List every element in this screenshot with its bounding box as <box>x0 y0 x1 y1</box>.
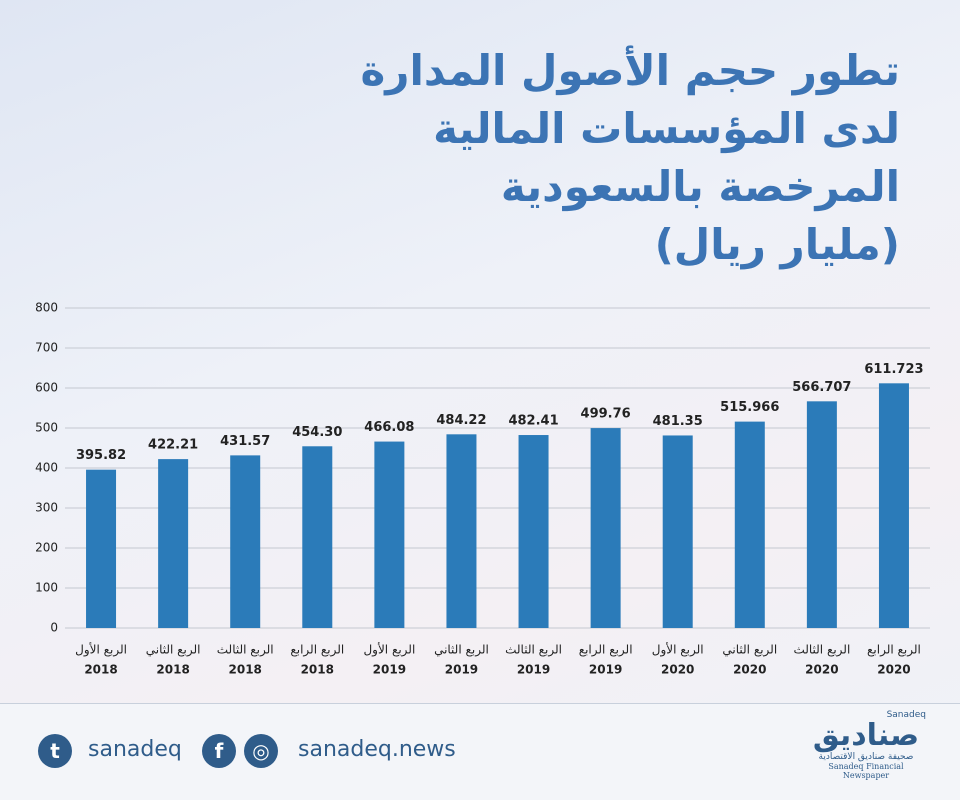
bar <box>662 435 693 628</box>
title-line: لدى المؤسسات المالية <box>433 104 900 153</box>
bar <box>518 435 549 628</box>
twitter-handle[interactable]: sanadeq <box>88 737 182 762</box>
x-tick-label: الربع الثالث <box>793 643 850 658</box>
y-tick-label: 400 <box>35 461 58 475</box>
website[interactable]: sanadeq.news <box>298 737 456 762</box>
x-tick-year: 2018 <box>229 663 262 677</box>
title: تطور حجم الأصول المدارة لدى المؤسسات الم… <box>360 42 900 274</box>
logo: Sanadeq صناديق صحيفة صناديق الاقتصادية S… <box>806 710 926 780</box>
x-tick-year: 2019 <box>589 663 622 677</box>
y-tick-label: 100 <box>35 581 58 595</box>
y-tick-label: 600 <box>35 381 58 395</box>
logo-text: صناديق <box>812 718 920 753</box>
y-tick-label: 200 <box>35 541 58 555</box>
title-line: المرخصة بالسعودية <box>500 162 900 211</box>
value-label: 481.35 <box>653 414 703 429</box>
value-label: 395.82 <box>76 448 126 463</box>
y-tick-label: 700 <box>35 341 58 355</box>
tagline-latin: Sanadeq Financial Newspaper <box>828 762 904 780</box>
tagline: صحيفة صناديق الاقتصادية <box>818 752 914 762</box>
x-tick-label: الربع الرابع <box>290 643 344 658</box>
x-tick-year: 2019 <box>445 663 478 677</box>
twitter-icon[interactable]: t <box>38 734 72 768</box>
bar <box>446 434 477 628</box>
x-tick-label: الربع الثاني <box>434 643 489 658</box>
value-label: 484.22 <box>436 413 486 428</box>
y-tick-label: 0 <box>50 621 58 635</box>
value-label: 454.30 <box>292 425 342 440</box>
title-line: (مليار ريال) <box>654 220 900 269</box>
bar <box>374 441 405 628</box>
x-tick-year: 2020 <box>805 663 838 677</box>
instagram-icon[interactable]: ◎ <box>244 734 278 768</box>
x-tick-label: الربع الأول <box>363 642 415 658</box>
x-tick-label: الربع الثالث <box>217 643 274 658</box>
value-label: 466.08 <box>364 420 414 435</box>
y-tick-label: 500 <box>35 421 58 435</box>
y-tick-label: 800 <box>35 301 58 315</box>
value-label: 482.41 <box>508 414 558 429</box>
x-tick-label: الربع الأول <box>75 642 127 658</box>
bar <box>230 455 261 628</box>
x-tick-label: الربع الثاني <box>146 643 201 658</box>
x-tick-year: 2020 <box>661 663 694 677</box>
value-label: 611.723 <box>864 362 923 377</box>
value-label: 499.76 <box>581 407 631 422</box>
x-tick-label: الربع الثاني <box>722 643 777 658</box>
x-tick-label: الربع الرابع <box>579 643 633 658</box>
facebook-icon[interactable]: f <box>202 734 236 768</box>
x-tick-year: 2020 <box>877 663 910 677</box>
bar <box>806 401 837 628</box>
bar <box>590 428 621 628</box>
x-tick-year: 2018 <box>84 663 117 677</box>
bar <box>86 469 117 628</box>
chart: 0 100 200 300 400 500 600 700 800 395.82 الربع الأ… <box>35 301 930 677</box>
x-tick-year: 2018 <box>301 663 334 677</box>
x-tick-label: الربع الأول <box>652 642 704 658</box>
value-label: 431.57 <box>220 434 270 449</box>
x-tick-year: 2018 <box>156 663 189 677</box>
bar <box>158 459 189 628</box>
x-tick-year: 2020 <box>733 663 766 677</box>
bar <box>302 446 333 628</box>
value-label: 566.707 <box>792 380 851 395</box>
footer: t sanadeq f ◎ sanadeq.news Sanadeq صنادي… <box>0 703 960 800</box>
title-line: تطور حجم الأصول المدارة <box>360 46 900 95</box>
value-label: 422.21 <box>148 438 198 453</box>
logo-latin: Sanadeq <box>886 710 926 720</box>
x-tick-year: 2019 <box>373 663 406 677</box>
x-tick-year: 2019 <box>517 663 550 677</box>
bar <box>734 421 765 628</box>
bar <box>878 383 909 628</box>
x-tick-label: الربع الرابع <box>867 643 921 658</box>
value-label: 515.966 <box>720 400 779 415</box>
y-tick-label: 300 <box>35 501 58 515</box>
x-tick-label: الربع الثالث <box>505 643 562 658</box>
